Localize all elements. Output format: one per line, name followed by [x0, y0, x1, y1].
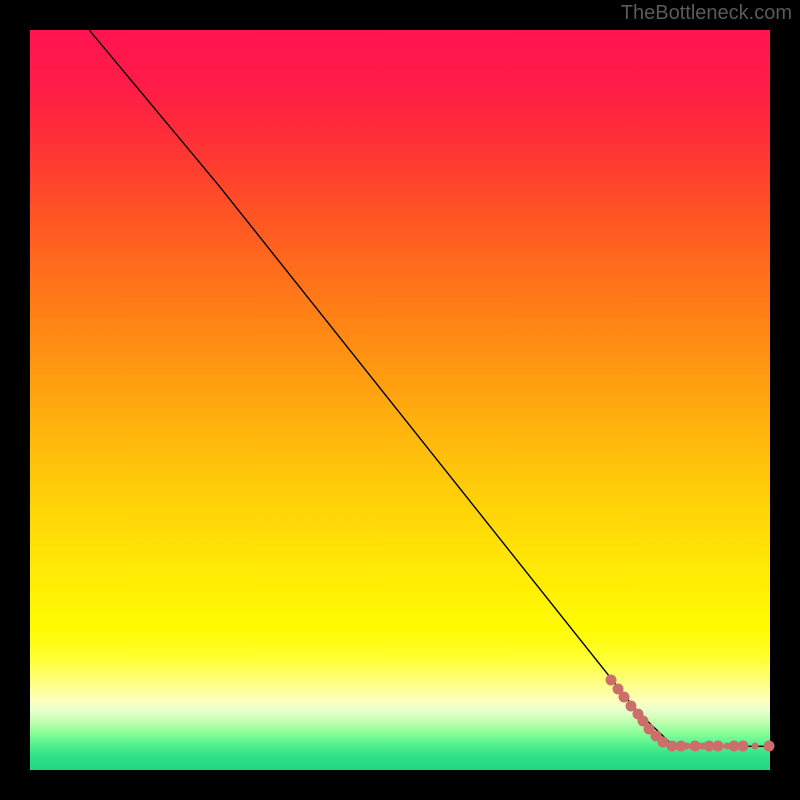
- chart-marker: [713, 741, 724, 752]
- chart-curve: [89, 30, 770, 746]
- watermark-text: TheBottleneck.com: [621, 2, 792, 25]
- chart-marker: [738, 741, 749, 752]
- chart-plot-area: [30, 30, 770, 770]
- chart-marker: [752, 743, 759, 750]
- chart-line-layer: [30, 30, 770, 770]
- chart-marker: [763, 741, 774, 752]
